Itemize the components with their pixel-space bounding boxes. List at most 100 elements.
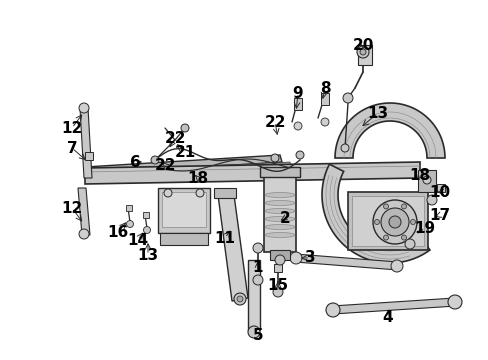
Text: 17: 17 bbox=[428, 207, 449, 222]
Circle shape bbox=[272, 287, 283, 297]
Bar bbox=[273, 264, 282, 272]
Bar bbox=[142, 212, 149, 218]
Circle shape bbox=[79, 103, 89, 113]
Text: 14: 14 bbox=[127, 233, 148, 248]
Circle shape bbox=[252, 275, 263, 285]
Circle shape bbox=[380, 208, 408, 236]
Text: 1: 1 bbox=[252, 261, 263, 275]
Text: 2: 2 bbox=[279, 211, 290, 225]
Bar bbox=[126, 205, 132, 211]
Text: 22: 22 bbox=[164, 131, 185, 145]
Circle shape bbox=[289, 252, 302, 264]
Text: 6: 6 bbox=[129, 154, 140, 170]
Circle shape bbox=[374, 220, 379, 225]
Circle shape bbox=[401, 204, 406, 209]
Circle shape bbox=[356, 46, 368, 58]
Polygon shape bbox=[247, 260, 260, 330]
Polygon shape bbox=[322, 164, 429, 263]
Text: 22: 22 bbox=[154, 158, 175, 172]
Text: 10: 10 bbox=[428, 185, 449, 199]
Polygon shape bbox=[85, 155, 282, 175]
Circle shape bbox=[404, 239, 414, 249]
Polygon shape bbox=[331, 298, 455, 314]
Circle shape bbox=[181, 124, 189, 132]
Circle shape bbox=[126, 220, 133, 228]
Circle shape bbox=[359, 49, 365, 55]
Text: 22: 22 bbox=[264, 114, 285, 130]
Circle shape bbox=[143, 226, 150, 234]
Circle shape bbox=[372, 200, 416, 244]
Circle shape bbox=[325, 303, 339, 317]
Text: 9: 9 bbox=[292, 86, 303, 100]
Text: 21: 21 bbox=[174, 144, 195, 159]
Bar bbox=[269, 250, 289, 260]
Circle shape bbox=[383, 235, 387, 240]
Polygon shape bbox=[85, 162, 419, 184]
Bar bbox=[160, 233, 207, 245]
Text: 18: 18 bbox=[187, 171, 208, 185]
Bar bbox=[320, 93, 328, 105]
Circle shape bbox=[320, 118, 328, 126]
Text: 18: 18 bbox=[408, 167, 429, 183]
Circle shape bbox=[79, 229, 89, 239]
Circle shape bbox=[342, 93, 352, 103]
Polygon shape bbox=[218, 195, 247, 301]
Bar bbox=[85, 152, 93, 160]
Circle shape bbox=[252, 243, 263, 253]
Bar bbox=[347, 192, 427, 250]
Circle shape bbox=[151, 156, 159, 164]
Bar bbox=[436, 184, 444, 192]
Text: 4: 4 bbox=[382, 310, 392, 325]
Circle shape bbox=[401, 235, 406, 240]
Text: 16: 16 bbox=[107, 225, 128, 239]
Bar bbox=[214, 188, 236, 198]
Bar bbox=[357, 45, 371, 65]
Polygon shape bbox=[334, 103, 444, 158]
Bar bbox=[351, 196, 423, 246]
Text: 3: 3 bbox=[304, 251, 315, 266]
Bar bbox=[260, 167, 299, 177]
Circle shape bbox=[426, 195, 436, 205]
Text: 11: 11 bbox=[214, 230, 235, 246]
Text: 13: 13 bbox=[366, 105, 388, 121]
Polygon shape bbox=[80, 108, 92, 178]
Polygon shape bbox=[90, 162, 290, 175]
Bar bbox=[158, 188, 209, 233]
Text: 19: 19 bbox=[414, 220, 435, 235]
Circle shape bbox=[270, 154, 279, 162]
Circle shape bbox=[163, 189, 172, 197]
Text: 8: 8 bbox=[319, 81, 329, 95]
Circle shape bbox=[293, 122, 302, 130]
Ellipse shape bbox=[264, 216, 294, 221]
Circle shape bbox=[388, 216, 400, 228]
Circle shape bbox=[274, 255, 285, 265]
Bar bbox=[264, 172, 295, 252]
Circle shape bbox=[340, 144, 348, 152]
Circle shape bbox=[409, 220, 415, 225]
Text: 7: 7 bbox=[66, 140, 77, 156]
Ellipse shape bbox=[264, 193, 294, 198]
Bar bbox=[162, 192, 205, 227]
Ellipse shape bbox=[264, 233, 294, 238]
Circle shape bbox=[295, 151, 304, 159]
Circle shape bbox=[237, 296, 243, 302]
Polygon shape bbox=[294, 254, 397, 270]
Ellipse shape bbox=[264, 208, 294, 213]
Text: 15: 15 bbox=[267, 278, 288, 292]
Bar bbox=[293, 98, 302, 110]
Circle shape bbox=[447, 295, 461, 309]
Text: 12: 12 bbox=[61, 121, 82, 135]
Ellipse shape bbox=[264, 225, 294, 230]
Circle shape bbox=[390, 260, 402, 272]
Text: 13: 13 bbox=[137, 248, 158, 262]
Polygon shape bbox=[78, 188, 90, 235]
Circle shape bbox=[383, 204, 387, 209]
Text: 20: 20 bbox=[351, 37, 373, 53]
Circle shape bbox=[196, 189, 203, 197]
Bar bbox=[417, 170, 435, 192]
Circle shape bbox=[234, 293, 245, 305]
Circle shape bbox=[422, 176, 430, 184]
Ellipse shape bbox=[264, 201, 294, 206]
Circle shape bbox=[247, 326, 260, 338]
Text: 12: 12 bbox=[61, 201, 82, 216]
